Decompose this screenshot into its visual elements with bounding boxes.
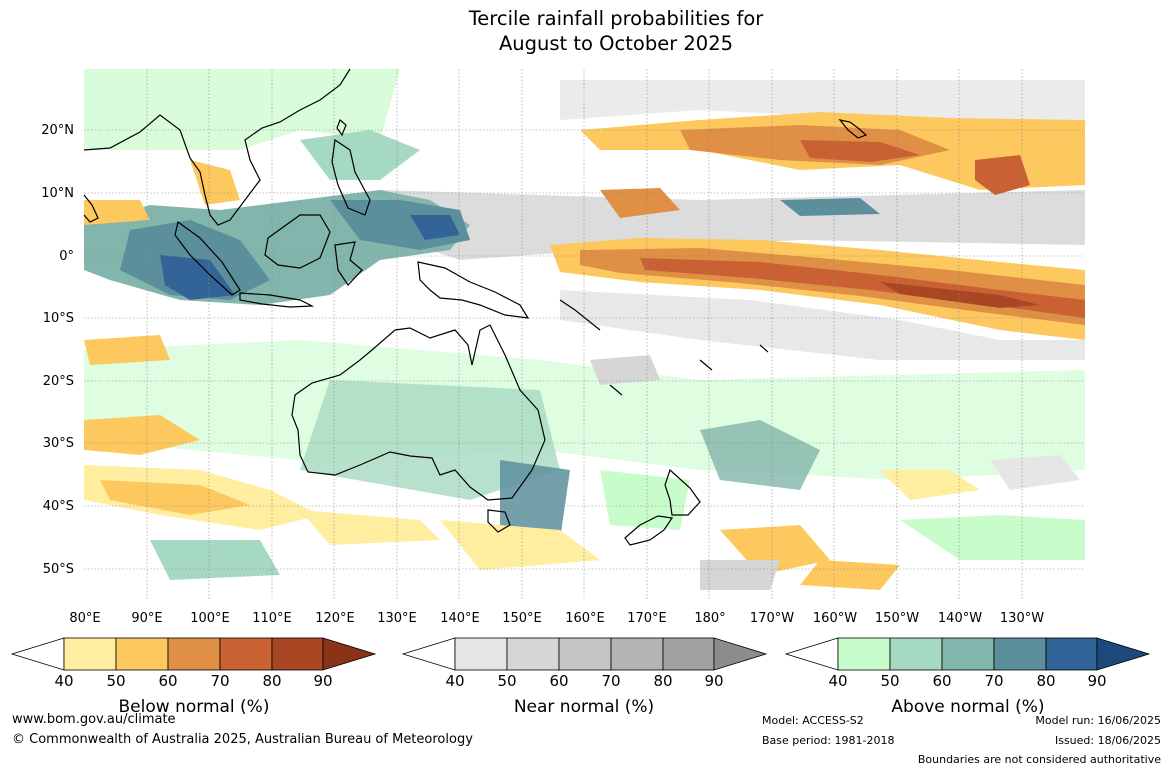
legend-near <box>401 637 768 671</box>
disclaimer-text: Boundaries are not considered authoritat… <box>917 753 1161 766</box>
legend-near-tick: 50 <box>497 672 517 690</box>
lat-label-30s: 30°S <box>42 436 74 451</box>
legend-above <box>784 637 1151 671</box>
legend-above-tick: 50 <box>880 672 900 690</box>
hawaii-coastline <box>838 119 868 139</box>
australia-coastline <box>291 324 546 501</box>
lat-label-20n: 20°N <box>41 123 74 138</box>
title-line-1: Tercile rainfall probabilities for <box>468 7 764 30</box>
lon-label-170w: 170°W <box>749 611 795 626</box>
taiwan-coastline <box>336 118 347 137</box>
legend-below-tick: 50 <box>106 672 126 690</box>
model-text: Model: ACCESS-S2 <box>762 714 864 727</box>
base-period-text: Base period: 1981-2018 <box>762 734 895 747</box>
sumatra-coastline <box>174 220 241 296</box>
coastlines <box>83 68 868 546</box>
new-guinea-coastline <box>417 261 530 319</box>
legend-near-tick: 70 <box>601 672 621 690</box>
lon-label-160w: 160°W <box>812 611 858 626</box>
issued-text: Issued: 18/06/2025 <box>1054 734 1161 747</box>
copyright-text: © Commonwealth of Australia 2025, Austra… <box>12 732 473 747</box>
legend-below-title: Below normal (%) <box>118 697 270 717</box>
new-zealand-south-coastline <box>624 515 674 546</box>
lon-label-90e: 90°E <box>131 611 163 626</box>
lat-label-20s: 20°S <box>42 374 74 389</box>
legend-above-tick: 90 <box>1087 672 1107 690</box>
legend-below-tick: 60 <box>158 672 178 690</box>
asia-mainland-coastline <box>83 68 351 226</box>
legend-above-title: Above normal (%) <box>891 697 1045 717</box>
lat-label-10n: 10°N <box>41 186 74 201</box>
lat-label-0: 0° <box>59 249 74 264</box>
borneo-coastline <box>264 214 331 269</box>
legend-above-tick: 40 <box>828 672 848 690</box>
website-link[interactable]: www.bom.gov.au/climate <box>12 712 176 727</box>
lon-label-150e: 150°E <box>502 611 542 626</box>
title-line-2: August to October 2025 <box>498 32 734 55</box>
pacific-islands-coastline <box>559 299 769 396</box>
graticule <box>84 69 1085 600</box>
legend-below-tick: 90 <box>313 672 333 690</box>
lon-label-100e: 100°E <box>190 611 230 626</box>
page-title: Tercile rainfall probabilities for Augus… <box>0 6 1173 56</box>
legend-below-tick: 80 <box>262 672 282 690</box>
java-coastline <box>239 292 315 308</box>
legend-below-tick: 70 <box>210 672 230 690</box>
lon-label-110e: 110°E <box>252 611 292 626</box>
india-coastline <box>83 194 99 223</box>
lon-label-130e: 130°E <box>377 611 417 626</box>
lon-label-140w: 140°W <box>937 611 983 626</box>
lon-label-80e: 80°E <box>69 611 101 626</box>
model-run-text: Model run: 16/06/2025 <box>1035 714 1161 727</box>
legend-near-tick: 80 <box>653 672 673 690</box>
lon-label-160e: 160°E <box>565 611 605 626</box>
legend-near-tick: 90 <box>704 672 724 690</box>
lat-label-10s: 10°S <box>42 311 74 326</box>
legend-above-tick: 70 <box>984 672 1004 690</box>
sulawesi-coastline <box>334 241 363 286</box>
philippines-coastline <box>331 138 371 216</box>
new-zealand-north-coastline <box>664 468 701 516</box>
legend-below <box>10 637 377 671</box>
legend-near-tick: 60 <box>549 672 569 690</box>
lon-label-130w: 130°W <box>999 611 1045 626</box>
legend-near-tick: 40 <box>445 672 465 690</box>
legend-below-tick: 40 <box>54 672 74 690</box>
probability-field <box>84 69 1085 590</box>
legend-above-tick: 80 <box>1036 672 1056 690</box>
legend-near-title: Near normal (%) <box>513 697 655 717</box>
tasmania-coastline <box>487 509 511 533</box>
lon-label-150w: 150°W <box>874 611 920 626</box>
lon-label-120e: 120°E <box>315 611 355 626</box>
lon-label-180: 180° <box>694 611 726 626</box>
lon-label-170e: 170°E <box>627 611 667 626</box>
lat-label-40s: 40°S <box>42 499 74 514</box>
legend-above-tick: 60 <box>932 672 952 690</box>
lon-label-140e: 140°E <box>440 611 480 626</box>
lat-label-50s: 50°S <box>42 562 74 577</box>
